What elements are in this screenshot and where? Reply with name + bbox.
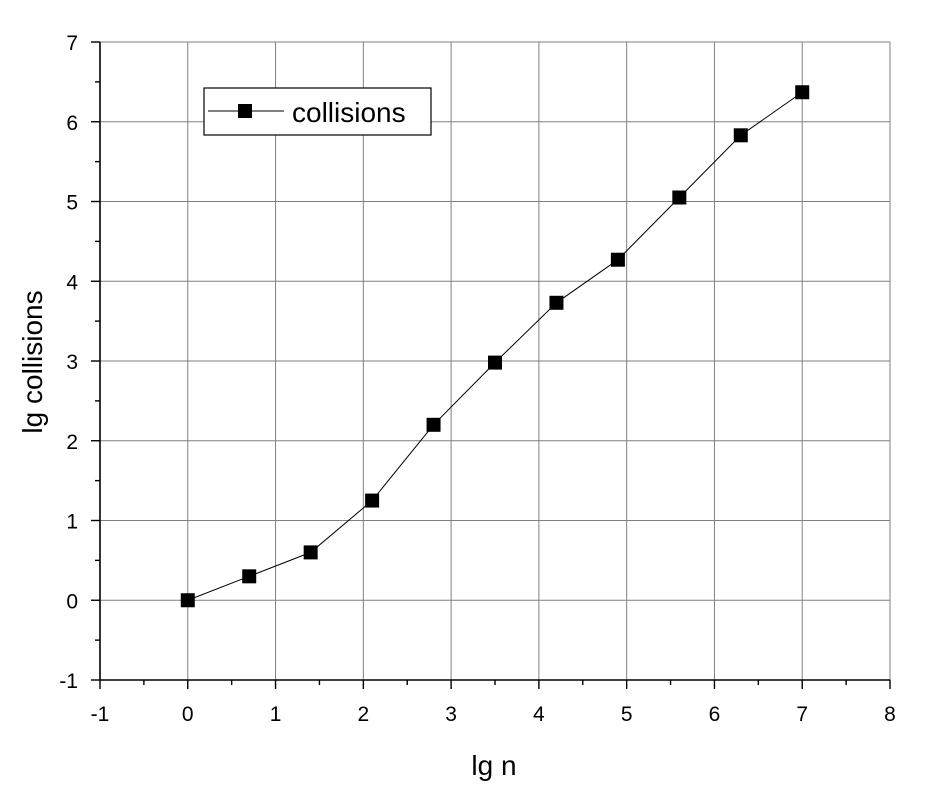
y-tick-label: 2 [66,431,78,454]
legend-marker [238,104,252,118]
x-tick-label: -1 [91,703,110,726]
x-tick-label: 5 [621,703,633,726]
x-axis-title: lg n [471,750,516,781]
y-tick-label: 6 [66,112,78,135]
x-tick-label: 3 [445,703,457,726]
y-axis-ticks: -1 0 1 2 3 4 5 6 7 [59,32,100,693]
data-point [733,128,748,143]
x-tick-label: 0 [182,703,194,726]
y-tick-label: -1 [59,670,78,693]
y-tick-label: 5 [66,192,78,215]
y-tick-label: 1 [66,511,78,534]
x-tick-label: 2 [357,703,369,726]
data-point [488,355,502,370]
y-tick-label: 0 [66,590,78,613]
data-point [242,569,257,584]
y-tick-label: 4 [66,271,78,294]
x-tick-label: 6 [709,703,721,726]
data-point [303,545,318,560]
x-axis-ticks: -1 0 1 2 3 4 5 6 7 8 [91,680,896,726]
y-axis-title: lg collisions [17,290,48,433]
x-tick-label: 1 [270,703,282,726]
legend: collisions [203,87,432,136]
x-tick-label: 4 [533,703,545,726]
y-tick-label: 3 [66,351,78,374]
data-point [365,493,380,508]
data-point [610,252,625,267]
y-tick-label: 7 [66,32,78,55]
data-point [180,593,195,608]
x-tick-label: 7 [796,703,808,726]
x-tick-label: 8 [884,703,896,726]
data-point [426,417,441,432]
data-point [795,85,810,100]
data-point [549,295,564,310]
data-point [672,190,687,205]
legend-label: collisions [292,97,406,128]
series-collisions [180,85,810,608]
